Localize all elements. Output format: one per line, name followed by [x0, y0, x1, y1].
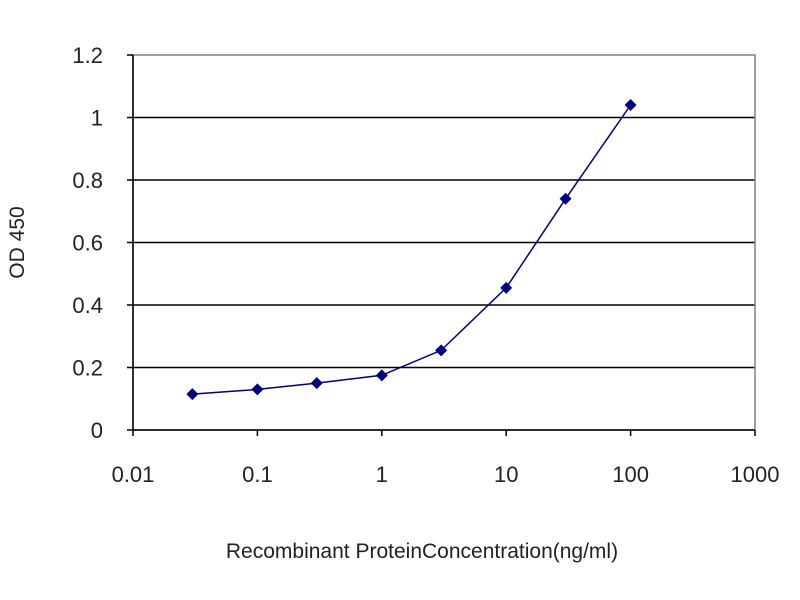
- y-tick-label: 0: [91, 418, 103, 443]
- y-tick-label: 0.8: [72, 168, 103, 193]
- data-point: [310, 377, 323, 390]
- data-point: [375, 369, 388, 382]
- tick-labels: 0 0.2 0.4 0.6 0.8 1 1.2 0.01 0.1 1 10 100 1000: [72, 43, 779, 487]
- gridlines: [133, 116, 755, 369]
- y-axis-label: OD 450: [6, 206, 29, 278]
- x-tick-label: 0.01: [112, 462, 155, 487]
- x-axis-label: Recombinant ProteinConcentration(ng/ml): [226, 540, 618, 563]
- data-point: [251, 383, 264, 396]
- y-tick-label: 0.4: [72, 293, 103, 318]
- y-tick-label: 1.2: [72, 43, 103, 68]
- data-point: [435, 344, 448, 357]
- series-layer: [186, 99, 637, 401]
- y-tick-label: 1: [91, 106, 103, 131]
- x-tick-label: 1: [376, 462, 388, 487]
- axes: [127, 54, 756, 436]
- data-point: [500, 281, 513, 294]
- x-tick-label: 0.1: [242, 462, 273, 487]
- data-point: [559, 192, 572, 205]
- x-tick-label: 10: [494, 462, 518, 487]
- data-point: [624, 99, 637, 111]
- x-tick-label: 100: [612, 462, 649, 487]
- x-tick-label: 1000: [731, 462, 780, 487]
- series-line: [192, 104, 632, 395]
- y-tick-label: 0.6: [72, 231, 103, 256]
- y-tick-label: 0.2: [72, 356, 103, 381]
- data-point: [186, 388, 199, 401]
